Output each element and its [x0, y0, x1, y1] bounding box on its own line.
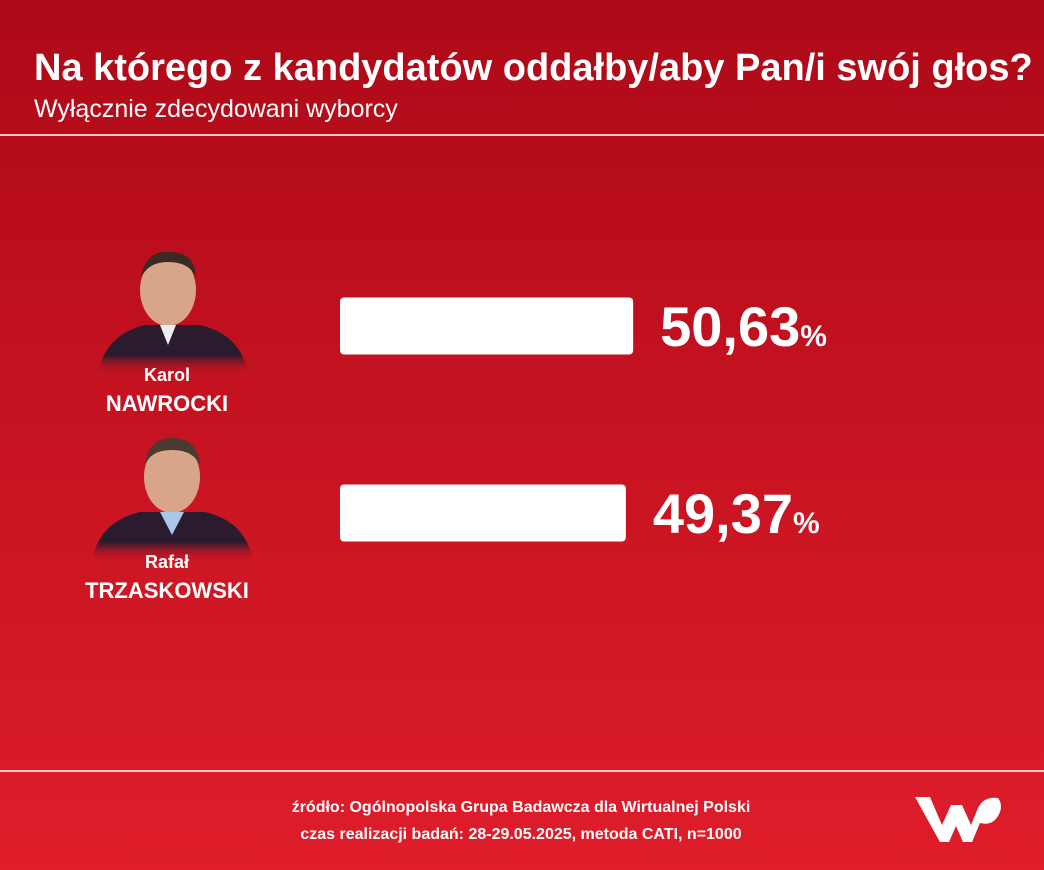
first-name: Rafał [145, 552, 189, 572]
category-label: TRZASKOWSKI [85, 578, 249, 603]
source-line: czas realizacji badań: 28-29.05.2025, me… [300, 826, 741, 843]
first-name: Karol [144, 365, 190, 385]
portrait [98, 251, 248, 375]
logo [915, 797, 1001, 842]
value-label: 50,63% [660, 295, 827, 358]
value-label: 49,37% [653, 482, 820, 545]
bar [340, 484, 626, 542]
chart-title: Na którego z kandydatów oddałby/aby Pan/… [34, 47, 1033, 89]
bar [340, 297, 634, 355]
chart-subtitle: Wyłącznie zdecydowani wyborcy [34, 95, 398, 123]
source-line: źródło: Ogólnopolska Grupa Badawcza dla … [292, 799, 751, 816]
category-label: NAWROCKI [106, 391, 228, 416]
portrait [92, 438, 253, 562]
